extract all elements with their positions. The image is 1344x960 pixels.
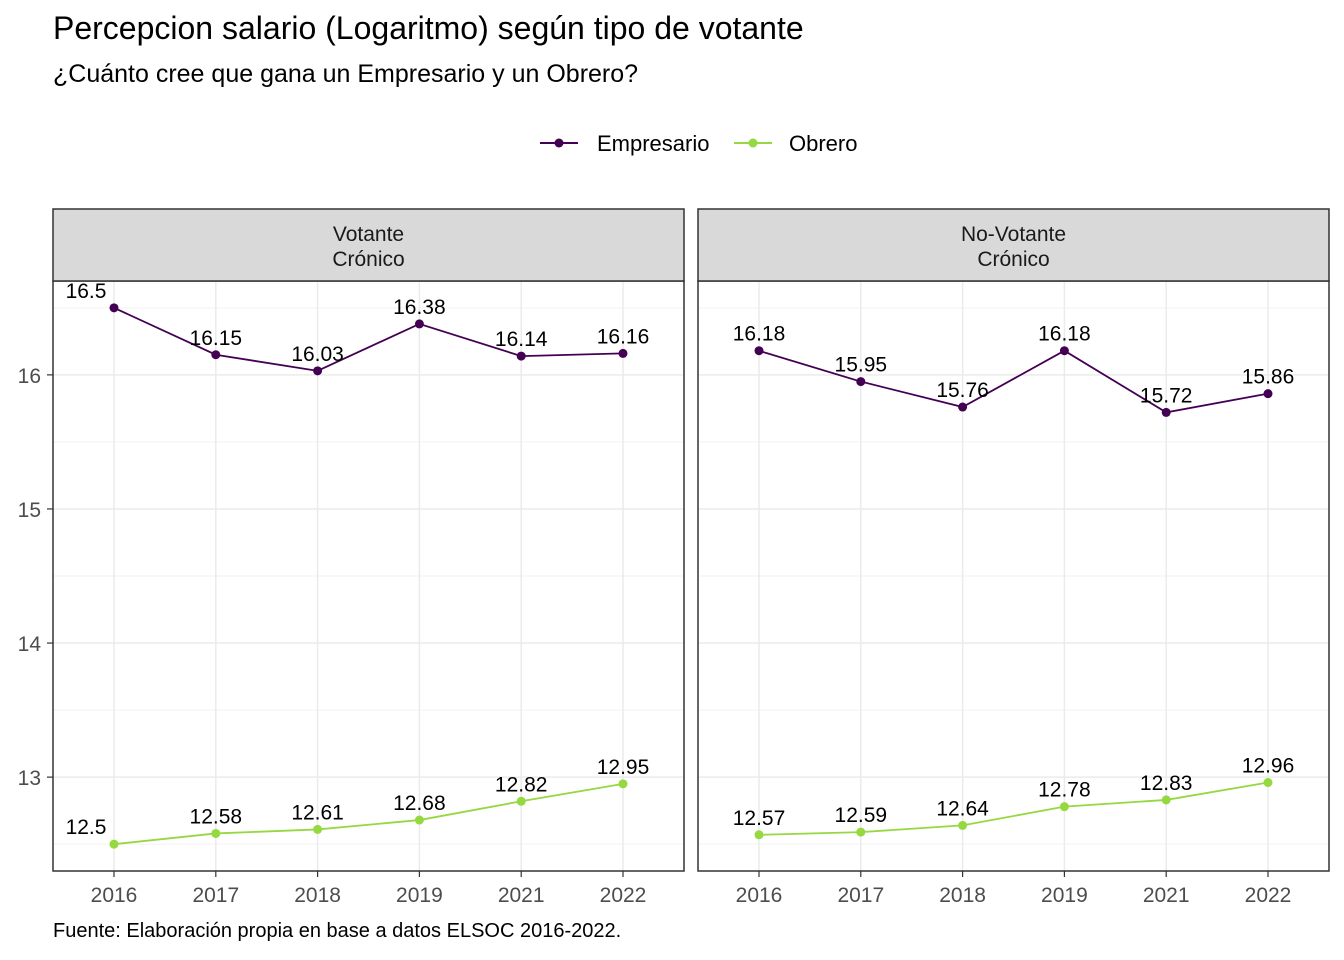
x-tick-label: 2018 xyxy=(939,884,986,907)
chart-caption: Fuente: Elaboración propia en base a dat… xyxy=(53,920,622,942)
data-point-obrero xyxy=(618,779,628,789)
data-label: 12.64 xyxy=(936,797,989,820)
data-label: 16.03 xyxy=(291,343,344,366)
data-label: 16.16 xyxy=(597,325,650,348)
data-point-empresario xyxy=(414,319,424,329)
data-point-empresario xyxy=(754,346,764,356)
x-tick-label: 2016 xyxy=(91,884,138,907)
data-label: 16.5 xyxy=(66,280,107,303)
data-point-empresario xyxy=(856,377,866,387)
data-point-empresario xyxy=(1059,346,1069,356)
facet-strip-label: No-Votante xyxy=(961,223,1066,246)
data-label: 12.96 xyxy=(1242,755,1295,778)
x-tick-label: 2021 xyxy=(498,884,545,907)
data-point-obrero xyxy=(414,815,424,825)
y-tick-label: 14 xyxy=(18,633,42,656)
data-label: 12.59 xyxy=(835,804,888,827)
x-tick-label: 2016 xyxy=(736,884,783,907)
data-label: 15.72 xyxy=(1140,384,1193,407)
data-point-obrero xyxy=(1059,802,1069,812)
data-label: 12.82 xyxy=(495,773,548,796)
x-tick-label: 2017 xyxy=(192,884,239,907)
facet-strip xyxy=(697,208,1330,282)
x-tick-label: 2021 xyxy=(1143,884,1190,907)
series-line-empresario xyxy=(758,349,1269,414)
x-tick-label: 2018 xyxy=(294,884,341,907)
data-point-obrero xyxy=(109,839,119,849)
data-point-obrero xyxy=(516,796,526,806)
y-tick-label: 16 xyxy=(18,365,41,388)
data-label: 12.61 xyxy=(291,801,344,824)
data-point-empresario xyxy=(958,402,968,412)
data-point-empresario xyxy=(211,350,221,360)
series-line-obrero xyxy=(758,781,1269,836)
legend-label-empresario: Empresario xyxy=(597,131,709,156)
data-point-obrero xyxy=(856,827,866,837)
x-tick-label: 2022 xyxy=(600,884,647,907)
facet-strip-label: Votante xyxy=(333,223,404,246)
data-point-obrero xyxy=(211,828,221,838)
data-label: 16.14 xyxy=(495,328,548,351)
data-label: 16.38 xyxy=(393,296,446,319)
data-label: 12.5 xyxy=(66,816,107,839)
facet-strip-label: Crónico xyxy=(977,248,1049,271)
data-label: 12.58 xyxy=(190,805,243,828)
data-point-obrero xyxy=(1161,795,1171,805)
y-tick-label: 13 xyxy=(18,767,41,790)
data-label: 12.83 xyxy=(1140,772,1193,795)
legend-label-obrero: Obrero xyxy=(789,131,857,156)
y-tick-label: 15 xyxy=(18,499,41,522)
data-label: 12.68 xyxy=(393,792,446,815)
facet-strip xyxy=(52,208,685,282)
data-point-empresario xyxy=(109,303,119,313)
data-label: 16.15 xyxy=(190,327,243,350)
data-label: 16.18 xyxy=(733,323,786,346)
data-label: 12.57 xyxy=(733,807,786,830)
data-label: 15.86 xyxy=(1242,366,1295,389)
chart-title: Percepcion salario (Logaritmo) según tip… xyxy=(53,10,804,46)
data-point-obrero xyxy=(958,820,968,830)
data-point-obrero xyxy=(754,830,764,840)
data-point-empresario xyxy=(313,366,323,376)
data-point-empresario xyxy=(516,351,526,361)
series-line-empresario xyxy=(113,307,624,372)
x-tick-label: 2022 xyxy=(1245,884,1292,907)
data-point-empresario xyxy=(1161,407,1171,417)
data-label: 16.18 xyxy=(1038,323,1091,346)
x-tick-label: 2017 xyxy=(837,884,884,907)
data-label: 15.95 xyxy=(835,354,888,377)
legend-key-point-obrero xyxy=(748,138,758,148)
data-point-empresario xyxy=(618,348,628,358)
chart-subtitle: ¿Cuánto cree que gana un Empresario y un… xyxy=(53,60,639,88)
data-label: 12.95 xyxy=(597,756,650,779)
series-line-obrero xyxy=(113,782,624,846)
x-tick-label: 2019 xyxy=(396,884,443,907)
x-tick-label: 2019 xyxy=(1041,884,1088,907)
data-label: 12.78 xyxy=(1038,779,1091,802)
data-point-empresario xyxy=(1263,389,1273,399)
legend-key-point-empresario xyxy=(554,138,564,148)
data-point-obrero xyxy=(1263,778,1273,787)
facet-strip-label: Crónico xyxy=(332,248,404,271)
data-label: 15.76 xyxy=(936,379,989,402)
data-point-obrero xyxy=(313,824,323,834)
